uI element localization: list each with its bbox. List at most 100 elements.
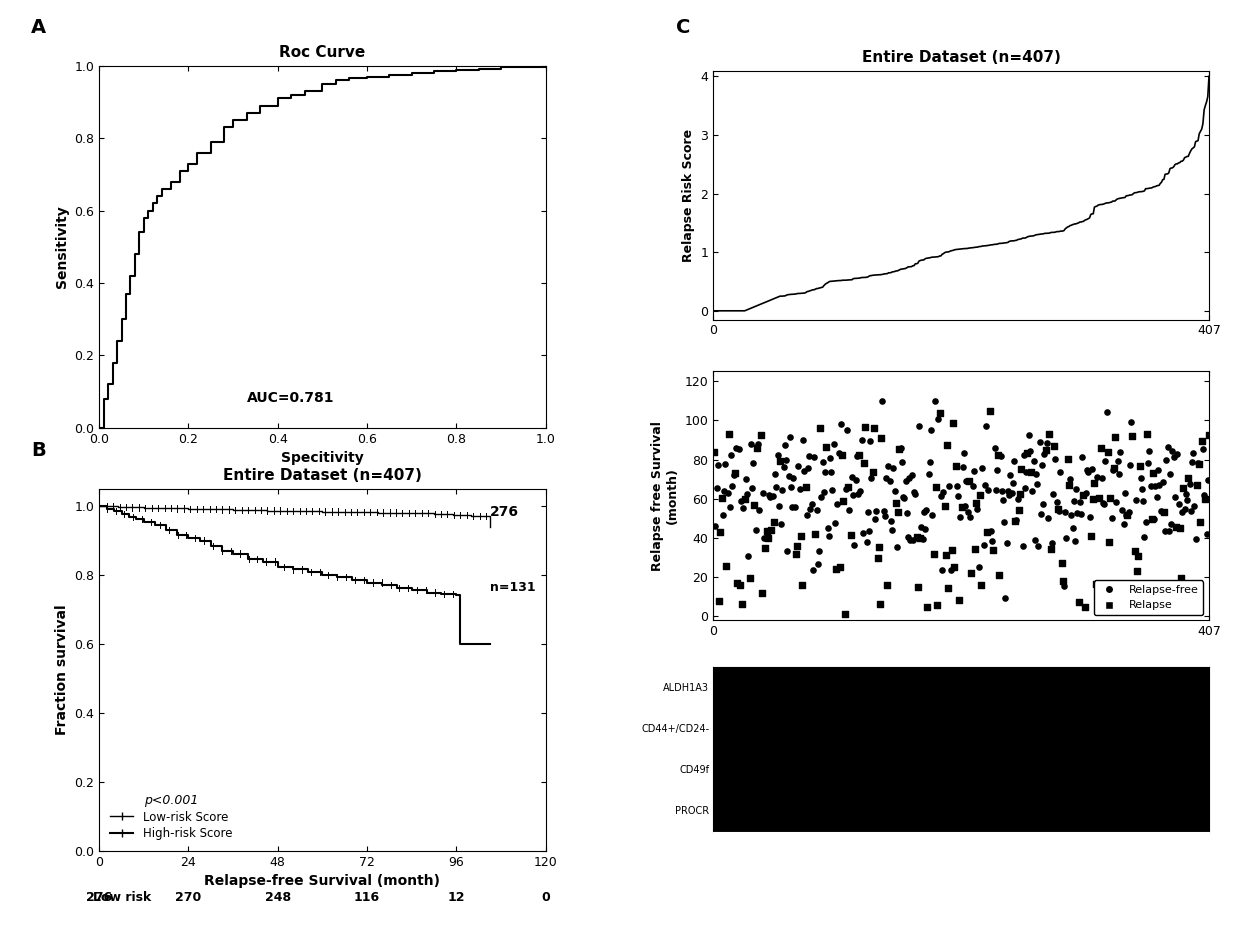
Relapse-free (1023, 454, 1043, 469)
Relapse-free (727, 440, 746, 455)
Relapse-free (1157, 452, 1177, 467)
Relapse-free (1094, 496, 1114, 511)
Relapse (1127, 564, 1147, 579)
Relapse-free (1055, 505, 1075, 520)
Relapse-free (884, 483, 904, 498)
Relapse (711, 525, 730, 540)
Relapse (1190, 514, 1210, 529)
Relapse-free (740, 436, 760, 451)
Relapse (1022, 464, 1042, 479)
Relapse-free (1027, 477, 1047, 492)
Y-axis label: Relapse free Survival
(month): Relapse free Survival (month) (651, 421, 678, 571)
Relapse-free (978, 482, 998, 497)
Relapse-free (743, 456, 763, 471)
Relapse-free (882, 523, 901, 538)
Relapse-free (1095, 454, 1115, 469)
Relapse-free (828, 446, 848, 461)
Relapse (924, 547, 944, 562)
Relapse-free (949, 489, 968, 504)
Relapse (946, 458, 966, 473)
Relapse-free (1063, 521, 1083, 536)
Relapse (849, 447, 869, 462)
Relapse (906, 529, 926, 544)
Relapse-free (992, 483, 1012, 498)
Relapse (746, 440, 766, 455)
Relapse-free (1066, 482, 1086, 497)
Relapse (1189, 456, 1209, 471)
X-axis label: Relapse-free Survival (month): Relapse-free Survival (month) (205, 874, 440, 888)
Text: A: A (31, 18, 46, 37)
Relapse-free (776, 453, 796, 468)
Relapse (709, 593, 729, 608)
Relapse-free (1180, 503, 1200, 518)
Relapse (945, 559, 965, 574)
Relapse-free (919, 466, 939, 481)
Relapse (1142, 512, 1162, 527)
Relapse-free (1197, 527, 1216, 542)
Text: 276: 276 (86, 890, 113, 903)
Relapse-free (998, 484, 1018, 499)
Relapse-free (913, 531, 932, 546)
Relapse (792, 578, 812, 593)
Relapse (872, 431, 892, 446)
Relapse (888, 504, 908, 519)
Relapse (761, 523, 781, 538)
Relapse-free (843, 488, 863, 503)
Relapse-free (765, 466, 785, 481)
Relapse-free (708, 458, 728, 473)
Relapse-free (1131, 470, 1151, 485)
Relapse (1018, 445, 1038, 460)
Relapse-free (954, 446, 973, 461)
Relapse-free (794, 432, 813, 447)
Relapse (1075, 600, 1095, 615)
Relapse-free (875, 509, 895, 524)
Relapse (1130, 459, 1149, 474)
Relapse (878, 577, 898, 592)
Relapse-free (1133, 494, 1153, 509)
Relapse-free (1028, 539, 1048, 554)
Relapse-free (810, 544, 830, 559)
Relapse-free (1021, 444, 1040, 459)
Relapse-free (987, 462, 1007, 478)
Relapse (928, 597, 947, 612)
Relapse-free (858, 505, 878, 520)
Relapse (1090, 491, 1110, 506)
Relapse-free (1054, 579, 1074, 594)
Relapse (868, 550, 888, 565)
Relapse (937, 437, 957, 452)
Relapse (704, 445, 724, 460)
Relapse-free (975, 478, 994, 493)
Relapse-free (724, 467, 744, 482)
Relapse (910, 530, 930, 545)
Relapse (870, 597, 890, 612)
Relapse-free (775, 437, 795, 452)
Relapse-free (962, 478, 982, 494)
Relapse-free (923, 508, 942, 523)
Relapse-free (844, 538, 864, 553)
Relapse (1173, 480, 1193, 495)
Relapse (1040, 541, 1060, 556)
Relapse-free (1163, 449, 1183, 464)
Relapse-free (894, 491, 914, 506)
Relapse-free (1167, 446, 1187, 462)
Relapse-free (1110, 444, 1130, 459)
Relapse-free (1188, 456, 1208, 471)
Relapse-free (867, 503, 887, 518)
Relapse-free (883, 461, 903, 476)
Relapse (830, 559, 849, 574)
Relapse-free (968, 559, 988, 574)
Relapse-free (1163, 444, 1183, 459)
Relapse-free (802, 496, 822, 511)
Y-axis label: Sensitivity: Sensitivity (55, 205, 68, 289)
Relapse (1085, 475, 1105, 490)
Relapse-free (951, 509, 971, 525)
Relapse (1099, 535, 1118, 550)
Text: ALDH1A3: ALDH1A3 (663, 683, 709, 693)
Relapse (1069, 594, 1089, 609)
Relapse-free (1049, 503, 1069, 518)
Relapse-free (859, 524, 879, 539)
Relapse (832, 447, 852, 462)
Relapse-free (1037, 435, 1056, 450)
Relapse-free (901, 468, 921, 483)
Relapse-free (739, 549, 759, 564)
